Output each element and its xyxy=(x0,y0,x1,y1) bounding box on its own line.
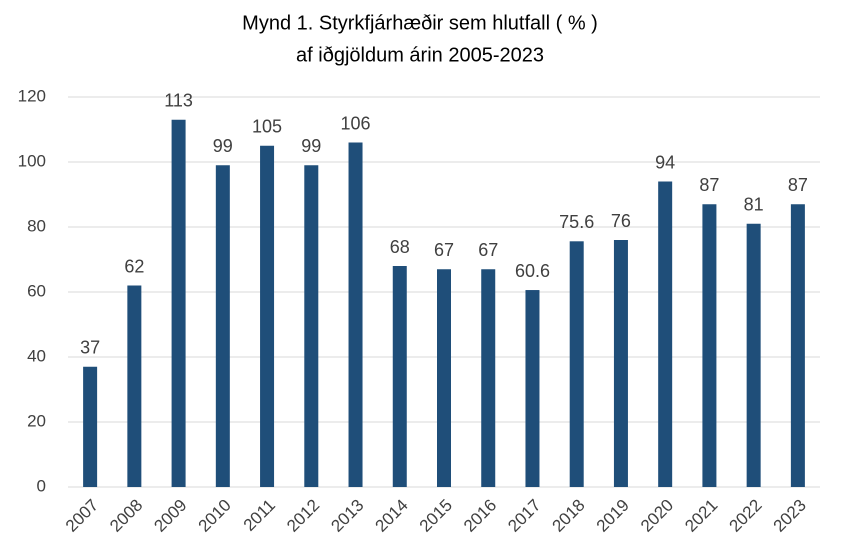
data-label: 76 xyxy=(611,211,631,231)
x-tick-label: 2011 xyxy=(240,496,279,535)
bar xyxy=(392,266,407,487)
x-tick-label: 2022 xyxy=(725,496,765,536)
x-tick-label: 2021 xyxy=(681,496,721,536)
y-tick-label: 60 xyxy=(27,281,46,300)
x-tick-label: 2015 xyxy=(416,496,456,536)
bar xyxy=(215,165,230,487)
bar xyxy=(525,290,540,487)
bar xyxy=(83,366,98,487)
y-tick-label: 120 xyxy=(18,86,46,105)
data-label: 94 xyxy=(655,152,675,172)
y-tick-label: 40 xyxy=(27,346,46,365)
bar xyxy=(658,181,673,487)
data-label: 37 xyxy=(80,338,100,358)
x-tick-label: 2008 xyxy=(106,496,146,536)
bar xyxy=(348,142,363,487)
data-label: 68 xyxy=(390,237,410,257)
x-tick-label: 2023 xyxy=(770,496,810,536)
x-tick-label: 2017 xyxy=(504,496,544,536)
bar xyxy=(171,119,186,487)
data-label: 67 xyxy=(434,240,454,260)
data-label: 99 xyxy=(213,136,233,156)
bar xyxy=(481,269,496,487)
bar xyxy=(437,269,451,487)
y-tick-label: 100 xyxy=(18,151,46,170)
data-label: 81 xyxy=(744,195,764,215)
bar xyxy=(790,204,805,487)
data-label: 113 xyxy=(164,91,193,111)
x-tick-label: 2007 xyxy=(62,496,102,536)
bar xyxy=(702,204,717,487)
data-label: 105 xyxy=(252,117,282,137)
bar xyxy=(304,165,319,487)
x-tick-label: 2012 xyxy=(283,496,323,536)
bar xyxy=(127,285,142,487)
y-tick-label: 20 xyxy=(27,411,46,430)
data-label: 87 xyxy=(788,175,808,195)
bar xyxy=(260,145,275,487)
data-label: 75.6 xyxy=(559,212,594,232)
bar xyxy=(613,240,628,487)
data-label: 62 xyxy=(124,256,144,276)
bar xyxy=(569,241,584,487)
x-tick-label: 2016 xyxy=(460,496,500,536)
data-label: 99 xyxy=(301,136,321,156)
x-tick-label: 2013 xyxy=(327,496,367,536)
x-tick-label: 2020 xyxy=(637,496,677,536)
chart-title: Mynd 1. Styrkfjárhæðir sem hlutfall ( % … xyxy=(242,12,598,34)
x-tick-label: 2009 xyxy=(150,496,190,536)
data-label: 67 xyxy=(478,240,498,260)
y-tick-label: 0 xyxy=(37,476,46,495)
x-tick-label: 2019 xyxy=(593,496,633,536)
x-tick-label: 2014 xyxy=(372,496,412,536)
x-tick-label: 2010 xyxy=(195,496,235,536)
y-tick-label: 80 xyxy=(27,216,46,235)
chart-title: af iðgjöldum árin 2005-2023 xyxy=(296,44,544,66)
data-label: 106 xyxy=(341,113,371,133)
data-label: 87 xyxy=(699,175,719,195)
bar xyxy=(746,223,761,487)
x-tick-label: 2018 xyxy=(549,496,589,536)
data-label: 60.6 xyxy=(515,261,550,281)
